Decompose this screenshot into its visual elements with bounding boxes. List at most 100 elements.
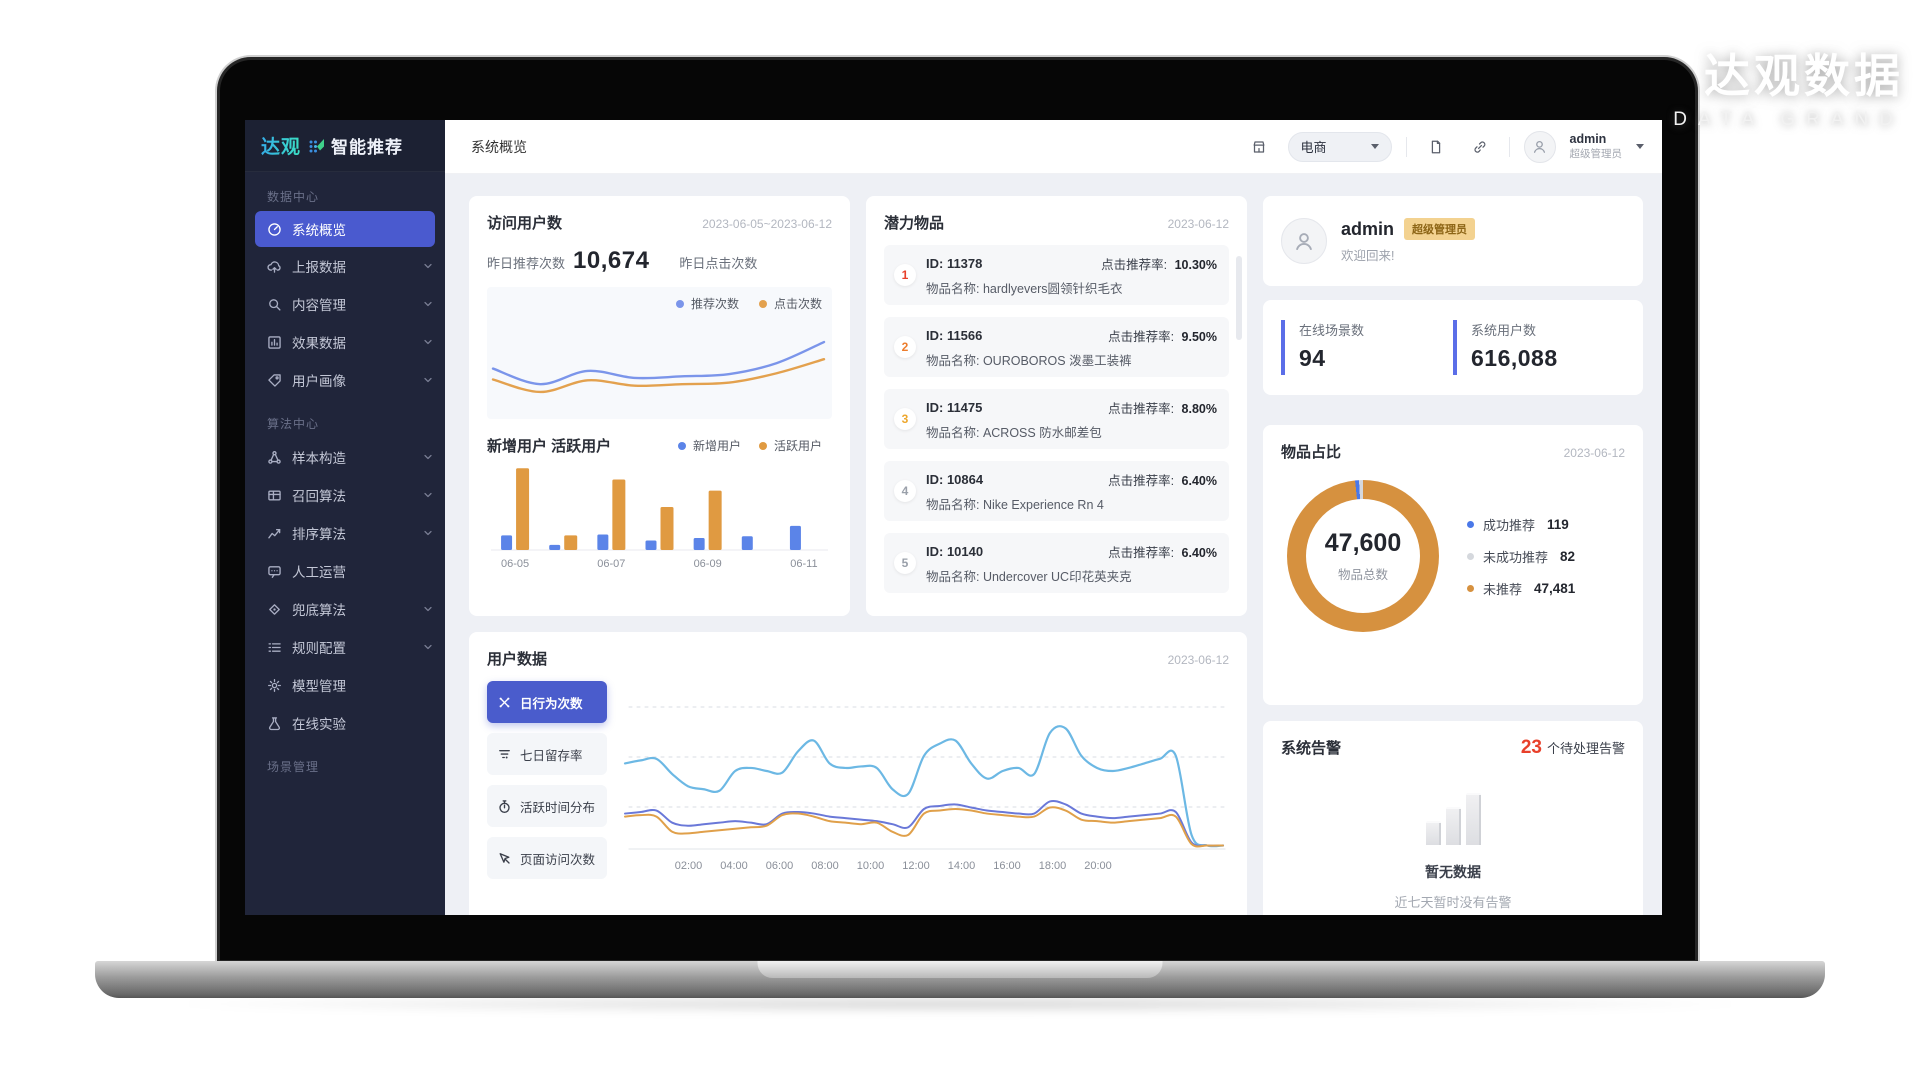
sidebar-item-人工运营[interactable]: 人工运营 <box>245 552 445 590</box>
sidebar-item-label: 模型管理 <box>292 679 346 694</box>
visit-users-card: 访问用户数 2023-06-05~2023-06-12 昨日推荐次数 10,67… <box>469 196 850 616</box>
legend-value: 119 <box>1547 516 1569 532</box>
tag-icon <box>267 373 282 388</box>
sidebar: 达观 智能推荐 数据中心 系统概览 上报数据 内容管理 效果数据 用户画像 算法中心 样本构造… <box>245 120 445 915</box>
item-id: ID: 11566 <box>926 327 983 343</box>
sidebar-item-样本构造[interactable]: 样本构造 <box>245 438 445 476</box>
scrollbar-thumb[interactable] <box>1236 256 1242 340</box>
tab-活跃时间分布[interactable]: 活跃时间分布 <box>487 785 607 827</box>
chevron-down-icon <box>1370 144 1379 149</box>
alerts-empty-state: 暂无数据 近七天暂时没有告警 <box>1281 793 1625 911</box>
role-badge: 超级管理员 <box>1404 218 1476 240</box>
chevron-down-icon <box>423 337 433 347</box>
sidebar-item-排序算法[interactable]: 排序算法 <box>245 514 445 552</box>
sidebar-item-用户画像[interactable]: 用户画像 <box>245 361 445 399</box>
item-click-rate: 点击推荐率: 6.40% <box>1108 545 1217 560</box>
items-total-label: 物品总数 <box>1337 568 1388 582</box>
sidebar-item-label: 用户画像 <box>292 374 346 389</box>
sidebar-item-效果数据[interactable]: 效果数据 <box>245 323 445 361</box>
svg-text:14:00: 14:00 <box>948 860 976 872</box>
svg-text:02:00: 02:00 <box>675 860 703 872</box>
tab-页面访问次数[interactable]: 页面访问次数 <box>487 837 607 879</box>
alerts-card-title: 系统告警 <box>1281 740 1342 757</box>
chevron-down-icon <box>423 261 433 271</box>
user-data-card-title: 用户数据 <box>487 651 548 668</box>
legend-dot <box>675 299 684 308</box>
yesterday-recs-value: 10,674 <box>573 247 650 274</box>
user-menu[interactable]: admin 超级管理员 <box>1570 132 1623 161</box>
user-avatar[interactable] <box>1523 130 1556 163</box>
legend-dot <box>677 441 686 450</box>
item-name: 物品名称: ACROSS 防水邮差包 <box>926 425 1102 440</box>
sidebar-item-label: 规则配置 <box>292 641 346 656</box>
potential-card-date: 2023-06-12 <box>1167 217 1229 231</box>
potential-card-title: 潜力物品 <box>884 215 945 232</box>
tab-日行为次数[interactable]: 日行为次数 <box>487 681 607 723</box>
app-logo: 达观 智能推荐 <box>245 120 445 172</box>
visit-trend-lines <box>491 340 826 394</box>
chat-icon <box>267 564 282 579</box>
ratio-legend-item[interactable]: 成功推荐 119 <box>1467 515 1575 534</box>
sidebar-item-模型管理[interactable]: 模型管理 <box>245 666 445 704</box>
legend-item[interactable]: 点击次数 <box>758 295 822 312</box>
yesterday-recs-label: 昨日推荐次数 <box>487 256 566 271</box>
empty-state-description: 近七天暂时没有告警 <box>1394 895 1512 910</box>
laptop-frame: 达观 智能推荐 数据中心 系统概览 上报数据 内容管理 效果数据 用户画像 算法中心 样本构造… <box>215 55 1700 963</box>
chevron-down-icon[interactable] <box>1636 144 1644 149</box>
sidebar-item-系统概览[interactable]: 系统概览 <box>255 211 435 247</box>
sidebar-item-在线实验[interactable]: 在线实验 <box>245 704 445 742</box>
ratio-legend-item[interactable]: 未推荐 47,481 <box>1467 579 1575 598</box>
online-scenes-label: 在线场景数 <box>1299 323 1365 338</box>
pending-alerts-number: 23 <box>1520 737 1542 758</box>
pending-alerts-count: 23 个待处理告警 <box>1520 737 1625 758</box>
tab-label: 活跃时间分布 <box>520 800 596 815</box>
document-icon[interactable] <box>1421 132 1451 162</box>
link-icon[interactable] <box>1465 132 1495 162</box>
legend-item[interactable]: 推荐次数 <box>675 295 739 312</box>
sidebar-item-召回算法[interactable]: 召回算法 <box>245 476 445 514</box>
empty-state-title: 暂无数据 <box>1425 864 1481 880</box>
topbar: 系统概览 电商 <box>445 120 1662 174</box>
rank-badge: 2 <box>894 336 916 358</box>
divider <box>1405 136 1407 157</box>
tab-七日留存率[interactable]: 七日留存率 <box>487 733 607 775</box>
laptop-base-notch <box>757 961 1163 978</box>
gear-icon <box>267 678 282 693</box>
nav-section-label: 场景管理 <box>267 760 320 774</box>
sidebar-item-规则配置[interactable]: 规则配置 <box>245 628 445 666</box>
breadcrumb: 系统概览 <box>471 138 527 155</box>
potential-item: 5 ID: 10140 点击推荐率: 6.40% 物品名称: Undercover U… <box>884 533 1229 593</box>
sidebar-item-内容管理[interactable]: 内容管理 <box>245 285 445 323</box>
svg-text:06-09: 06-09 <box>694 558 722 570</box>
main-area: 访问用户数 2023-06-05~2023-06-12 昨日推荐次数 10,67… <box>445 174 1662 915</box>
empty-bars-icon <box>1425 793 1481 845</box>
cursor-icon <box>497 851 512 866</box>
visit-card-title: 访问用户数 <box>487 215 563 232</box>
nav-section-label: 算法中心 <box>267 417 320 431</box>
potential-items-card: 潜力物品 2023-06-12 1 ID: 11378 点击推荐率: 10.30% 物… <box>866 196 1247 616</box>
item-ratio-donut: 47,600 物品总数 <box>1287 480 1439 632</box>
scene-select[interactable]: 电商 <box>1287 131 1392 162</box>
sidebar-item-label: 排序算法 <box>292 527 346 542</box>
sidebar-item-上报数据[interactable]: 上报数据 <box>245 247 445 285</box>
sidebar-item-兜底算法[interactable]: 兜底算法 <box>245 590 445 628</box>
flask-icon <box>267 716 282 731</box>
ratio-legend-item[interactable]: 未成功推荐 82 <box>1467 547 1575 566</box>
legend-item[interactable]: 活跃用户 <box>758 437 822 454</box>
legend-value: 82 <box>1560 548 1576 564</box>
cloud-upload-icon <box>267 259 282 274</box>
online-scenes-value: 94 <box>1299 345 1326 371</box>
growth-bar-chart: 06-05 06-07 06-09 06-11 <box>491 468 828 570</box>
store-icon[interactable] <box>1244 132 1274 162</box>
chevron-down-icon <box>423 604 433 614</box>
svg-text:10:00: 10:00 <box>857 860 885 872</box>
legend-item[interactable]: 新增用户 <box>677 437 741 454</box>
item-click-rate: 点击推荐率: 6.40% <box>1108 473 1217 488</box>
svg-text:06-11: 06-11 <box>790 558 817 570</box>
svg-text:20:00: 20:00 <box>1084 860 1112 872</box>
legend-label: 成功推荐 <box>1483 517 1536 533</box>
user-data-card: 用户数据 2023-06-12 日行为次数 七日留存率 活跃时间分布 页面访问次数 0… <box>469 632 1247 915</box>
user-name: admin <box>1569 132 1607 147</box>
visit-trend-chart: 推荐次数 点击次数 <box>487 287 832 419</box>
